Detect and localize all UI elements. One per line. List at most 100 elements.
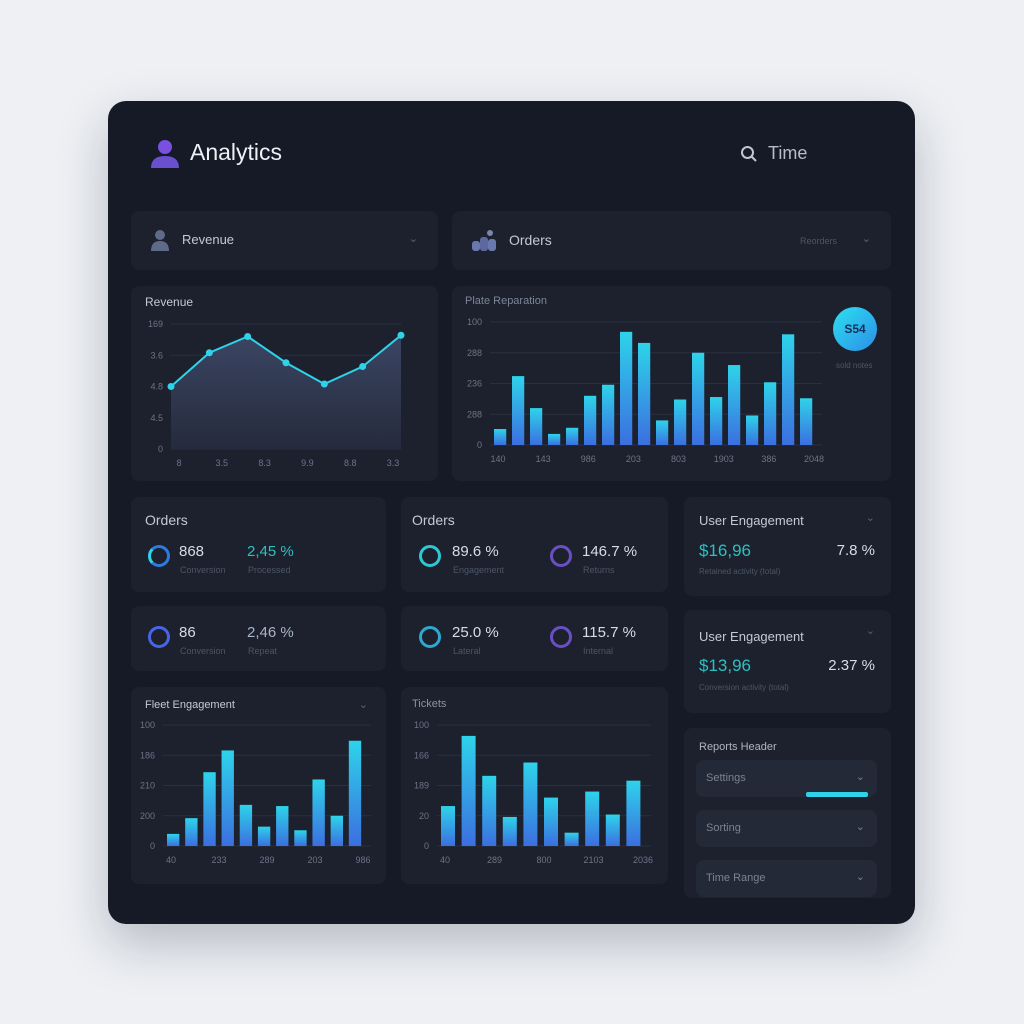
y-tick-label: 236 <box>467 379 482 389</box>
bar <box>710 397 723 445</box>
engagement-card: User Engagement ⌄ $16,96 7.8 % Retained … <box>684 497 891 596</box>
summary-badge: S54 <box>833 307 877 351</box>
x-tick-label: 800 <box>536 855 551 865</box>
dropdown-label: Time Range <box>706 872 766 884</box>
x-tick-label: 9.9 <box>301 458 314 468</box>
engagement-caption: Conversion activity (total) <box>699 683 789 692</box>
chevron-down-icon[interactable]: ⌄ <box>358 699 368 711</box>
person-icon <box>151 230 169 251</box>
chevron-down-icon[interactable]: ⌄ <box>865 625 875 637</box>
y-tick-label: 20 <box>419 811 429 821</box>
chart-title: Tickets <box>412 698 447 710</box>
y-tick-label: 166 <box>414 750 429 760</box>
bar <box>674 399 687 445</box>
ring-icon <box>148 626 170 648</box>
y-tick-label: 200 <box>140 811 155 821</box>
revenue-selector[interactable]: Revenue ⌄ <box>131 211 438 270</box>
x-tick-label: 986 <box>355 855 370 865</box>
progress-bar <box>806 792 868 797</box>
data-point <box>244 333 252 340</box>
data-point <box>359 363 367 370</box>
y-tick-label: 288 <box>467 348 482 358</box>
stat-value: 868 <box>179 543 205 560</box>
bar <box>638 342 651 445</box>
x-tick-label: 986 <box>581 454 596 464</box>
dropdown-label: Settings <box>706 772 746 784</box>
stat-value: 2,45 % <box>247 543 294 560</box>
y-tick-label: 0 <box>150 841 155 851</box>
y-tick-label: 100 <box>414 720 429 730</box>
chevron-down-icon[interactable]: ⌄ <box>865 512 875 524</box>
search-button[interactable]: Time <box>740 143 807 164</box>
reports-card: Reports Header Settings ⌄ Sorting ⌄ Time R… <box>684 728 891 898</box>
search-icon <box>741 145 757 162</box>
bar <box>523 762 538 846</box>
x-tick-label: 233 <box>211 855 226 865</box>
x-tick-label: 8.8 <box>344 458 357 468</box>
chevron-down-icon: ⌄ <box>408 233 418 245</box>
data-point <box>205 349 213 357</box>
badge-caption: sold notes <box>836 361 873 370</box>
group-icon <box>472 230 496 251</box>
ring-icon <box>550 626 572 648</box>
bar <box>482 775 497 846</box>
chevron-down-icon: ⌄ <box>855 771 865 783</box>
fleet-bar-chart: 100 186 210 200 0 40 233 289 203 986 <box>140 720 371 865</box>
ring-icon <box>550 545 572 567</box>
data-point <box>282 359 290 367</box>
chevron-down-icon: ⌄ <box>861 233 871 245</box>
engagement-card: User Engagement ⌄ $13,96 2.37 % Conversi… <box>684 610 891 713</box>
x-tick-label: 386 <box>761 454 776 464</box>
x-tick-label: 8.3 <box>258 458 271 468</box>
card-title: User Engagement <box>699 513 804 528</box>
area-fill <box>171 335 401 449</box>
orders-stat-card: Orders 89.6 % Engagement 146.7 % Returns <box>401 497 668 592</box>
search-label: Time <box>768 143 808 163</box>
stat-label: Engagement <box>453 565 505 575</box>
stat-value: 115.7 % <box>582 624 636 641</box>
engagement-value: $13,96 <box>699 656 751 675</box>
app-title: Analytics <box>190 139 283 165</box>
bar <box>276 806 289 846</box>
y-tick-label: 0 <box>158 444 163 454</box>
data-point <box>320 380 328 388</box>
y-tick-label: 210 <box>140 781 155 791</box>
stat-label: Repeat <box>248 646 278 656</box>
orders-selector[interactable]: Orders Reorders ⌄ <box>452 211 891 270</box>
bar <box>548 433 561 445</box>
lateral-stat-card: 25.0 % Lateral 115.7 % Internal <box>401 606 668 671</box>
bar <box>782 334 795 445</box>
conversion-stat-card: 86 Conversion 2,46 % Repeat <box>131 606 386 671</box>
ring-icon <box>148 545 170 567</box>
bar <box>530 408 543 445</box>
bar <box>728 365 741 445</box>
orders-stat-card: Orders 868 Conversion 2,45 % Processed <box>131 497 386 592</box>
stat-value: 86 <box>179 624 196 641</box>
selector-label: Revenue <box>182 232 235 247</box>
bar <box>203 772 216 846</box>
bar <box>800 398 813 445</box>
data-point <box>167 383 175 390</box>
bar <box>502 816 517 846</box>
bar <box>257 826 271 846</box>
settings-dropdown[interactable]: Settings ⌄ <box>696 760 877 797</box>
bar <box>185 818 198 846</box>
orders-chart-card: Plate Reparation 100 288 236 288 0 140 143 986 2… <box>452 286 891 481</box>
bar <box>461 735 476 846</box>
bar <box>605 814 620 846</box>
time-range-dropdown[interactable]: Time Range ⌄ <box>696 860 877 897</box>
x-tick-label: 3.3 <box>387 458 400 468</box>
tickets-bar-chart: 100 166 189 20 0 40 289 800 2103 2036 <box>414 720 653 865</box>
stat-label: Returns <box>583 565 615 575</box>
engagement-percent: 7.8 % <box>836 542 875 559</box>
y-tick-label: 100 <box>467 317 482 327</box>
sorting-dropdown[interactable]: Sorting ⌄ <box>696 810 877 847</box>
bar <box>620 331 633 445</box>
data-point <box>397 331 405 339</box>
x-tick-label: 2048 <box>804 454 824 464</box>
y-tick-label: 186 <box>140 750 155 760</box>
y-tick-label: 100 <box>140 720 155 730</box>
bar <box>746 415 759 445</box>
card-title: User Engagement <box>699 629 804 644</box>
stat-label: Conversion <box>180 646 226 656</box>
